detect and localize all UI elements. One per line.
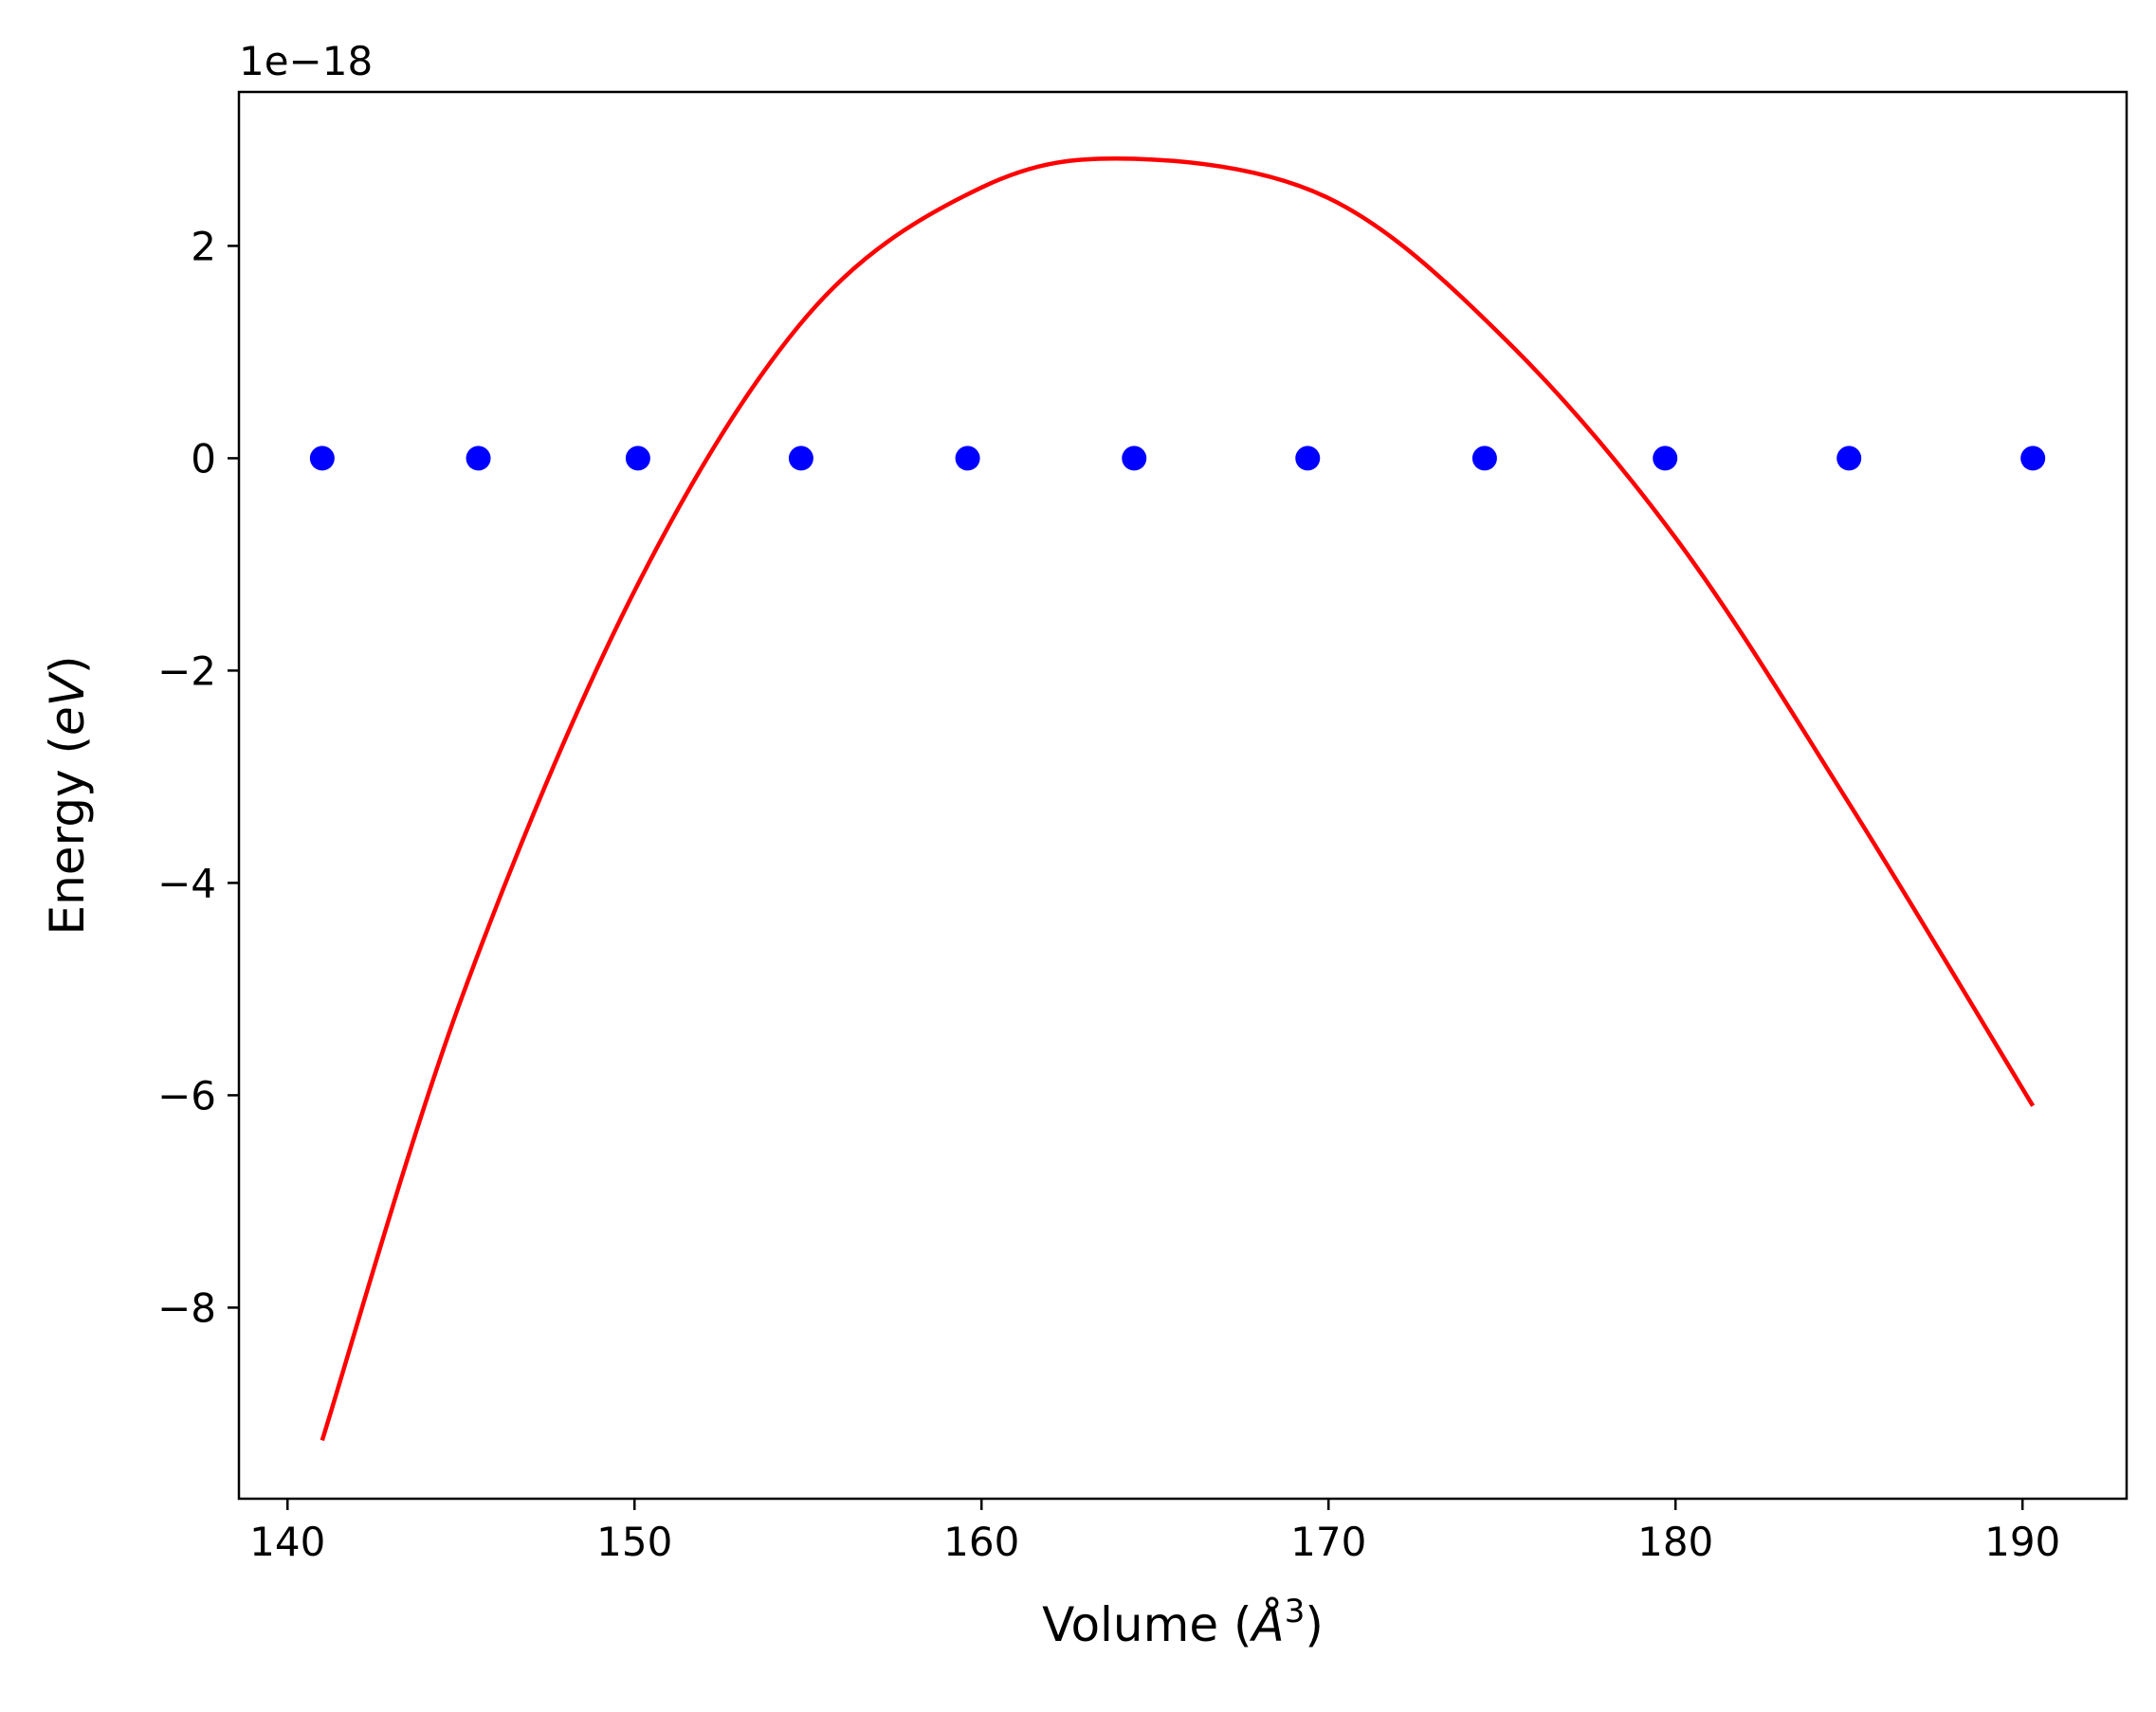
axes-frame: [237, 90, 2129, 1501]
x-tick-label: 150: [596, 1519, 672, 1565]
x-tick-label: 160: [943, 1519, 1019, 1565]
data-point: [788, 446, 813, 471]
x-axis-ticks: 140 150 160 170 180 190: [249, 1499, 2060, 1565]
data-point: [1295, 446, 1321, 471]
plot-area: [309, 155, 2046, 1442]
y-axis-unit: eV: [40, 670, 95, 736]
fit-curve-line: [320, 155, 2036, 1442]
data-point: [1653, 446, 1678, 471]
y-axis-label: Energy (eV): [40, 656, 95, 936]
data-point: [309, 446, 335, 471]
x-axis-unit-exponent: 3: [1285, 1593, 1306, 1630]
data-point: [625, 446, 650, 471]
y-tick-label: −2: [157, 647, 216, 694]
x-tick-label: 170: [1290, 1519, 1366, 1565]
data-point: [1122, 446, 1147, 471]
data-point: [1836, 446, 1862, 471]
data-point: [466, 446, 491, 471]
data-point: [1471, 446, 1497, 471]
y-tick-label: −4: [157, 860, 216, 906]
x-axis-unit-symbol: Å: [1250, 1597, 1285, 1652]
data-point: [2020, 446, 2046, 471]
x-tick-label: 190: [1984, 1519, 2060, 1565]
x-axis-label: Volume (Å3): [1042, 1593, 1324, 1652]
x-tick-label: 180: [1637, 1519, 1713, 1565]
y-tick-label: −8: [157, 1284, 216, 1331]
data-point: [955, 446, 980, 471]
x-axis-label-text: Volume: [1042, 1597, 1218, 1652]
x-tick-label: 140: [249, 1519, 325, 1565]
y-tick-label: −6: [157, 1072, 216, 1119]
y-axis-label-text: Energy: [40, 769, 95, 935]
y-tick-label: 2: [191, 223, 216, 269]
y-axis-ticks: −8 −6 −4 −2 0 2: [157, 223, 239, 1331]
y-offset-text: 1e−18: [239, 38, 373, 84]
y-tick-label: 0: [191, 435, 216, 482]
